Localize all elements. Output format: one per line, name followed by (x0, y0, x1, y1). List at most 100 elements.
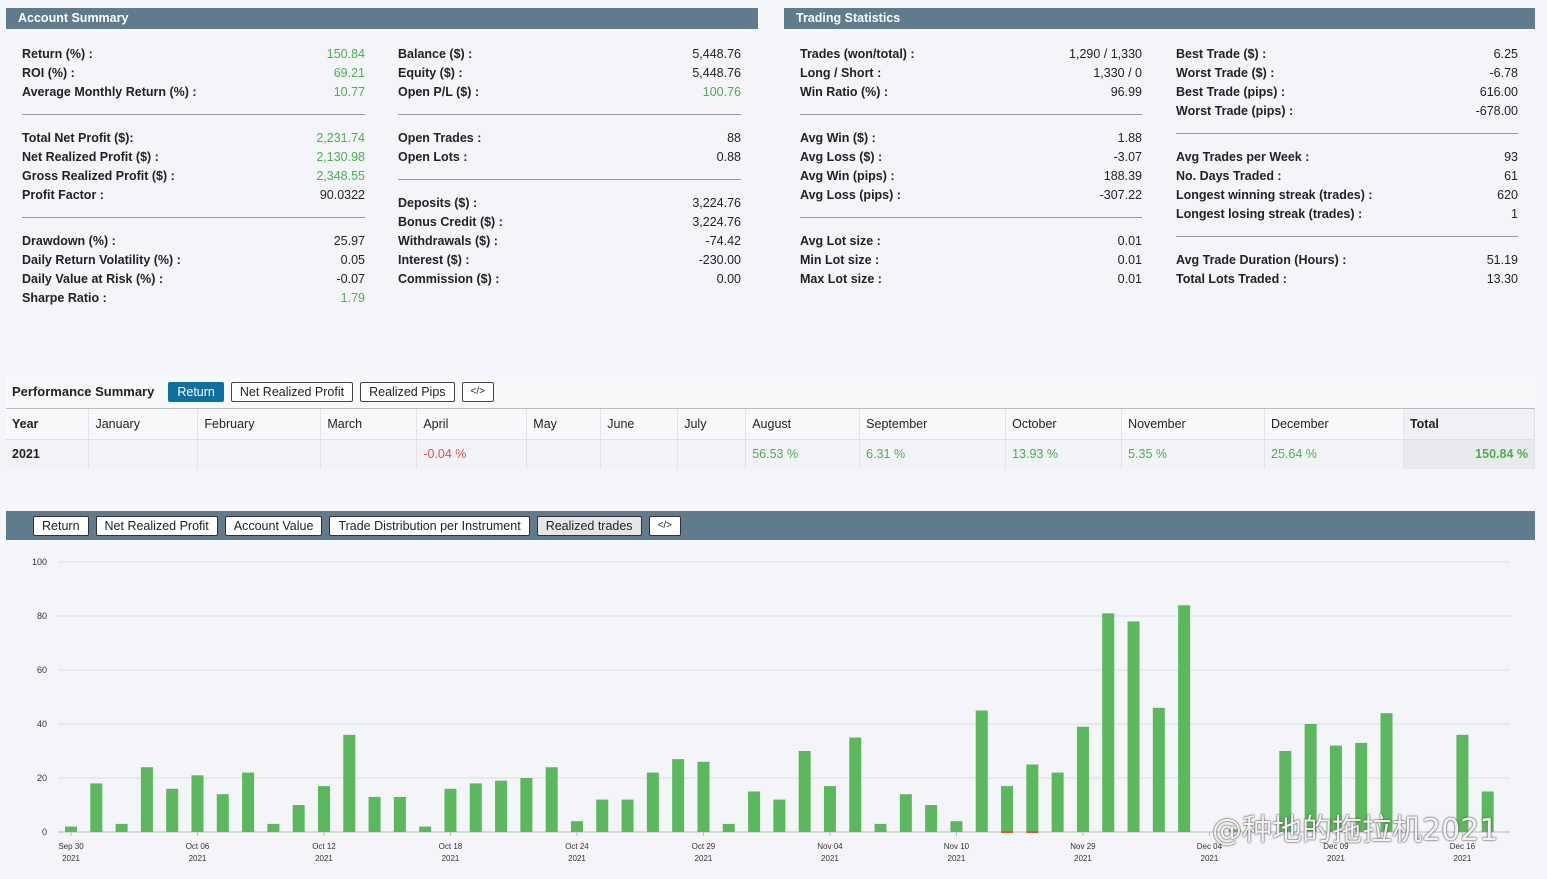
chart-bar[interactable] (975, 710, 988, 833)
chart-tab-account-value[interactable]: Account Value (224, 515, 323, 536)
stat-label: Worst Trade (pips) : (1176, 104, 1294, 118)
stat-row: Sharpe Ratio : 1.79 (22, 289, 365, 308)
chart-bar[interactable] (368, 796, 381, 832)
chart-bar[interactable] (1178, 605, 1191, 832)
column-header: February (197, 409, 322, 440)
chart-bar[interactable] (1026, 764, 1039, 833)
chart-bar[interactable] (115, 823, 128, 832)
chart-bar[interactable] (1127, 621, 1140, 832)
stat-value: 1 (1511, 207, 1518, 221)
chart-bar[interactable] (1228, 829, 1241, 832)
chart-bar[interactable] (1152, 707, 1165, 832)
stat-label: Win Ratio (%) : (800, 85, 889, 99)
stat-value: 0.01 (1117, 272, 1142, 286)
chart-tab-trade-distribution[interactable]: Trade Distribution per Instrument (329, 515, 530, 536)
chart-bar[interactable] (166, 788, 179, 832)
chart-bar[interactable] (899, 794, 912, 832)
chart-bar[interactable] (823, 786, 836, 832)
divider (1176, 133, 1518, 134)
chart-bar[interactable] (1001, 786, 1014, 832)
x-tick-year: 2021 (821, 854, 839, 863)
perf-embed-code-button[interactable]: </> (461, 381, 494, 402)
chart-bar[interactable] (140, 767, 153, 832)
chart-bar[interactable] (570, 821, 583, 832)
chart-bar[interactable] (65, 826, 77, 832)
stat-label: Longest losing streak (trades) : (1176, 207, 1363, 221)
chart-bar[interactable] (419, 826, 432, 832)
trading-statistics-col1: Trades (won/total) : 1,290 / 1,330 Long / … (800, 45, 1142, 289)
chart-bar[interactable] (646, 772, 659, 832)
chart-bar[interactable] (596, 799, 609, 832)
chart-bar[interactable] (90, 783, 103, 832)
chart-bar[interactable] (1456, 734, 1469, 832)
stat-label: Max Lot size : (800, 272, 882, 286)
trading-statistics-col2: Best Trade ($) : 6.25 Worst Trade ($) : -6.… (1176, 45, 1518, 289)
y-tick-label: 0 (42, 827, 47, 837)
chart-bar-negative[interactable] (1001, 831, 1014, 833)
chart-bar[interactable] (874, 823, 887, 832)
chart-bar[interactable] (317, 786, 330, 832)
x-tick-label: Oct 06 (186, 842, 210, 851)
chart-bar[interactable] (242, 772, 255, 832)
chart-bar[interactable] (469, 783, 482, 832)
chart-bar[interactable] (444, 788, 457, 832)
chart-bar[interactable] (1481, 791, 1494, 833)
chart-bar[interactable] (343, 734, 356, 832)
perf-tab-realized-pips[interactable]: Realized Pips (360, 381, 455, 402)
chart-bar[interactable] (722, 823, 735, 832)
chart-bar[interactable] (748, 791, 761, 833)
chart-bar[interactable] (292, 805, 305, 832)
trading-statistics-title: Trading Statistics (796, 11, 901, 25)
chart-bar[interactable] (495, 780, 508, 832)
stat-value: 1,290 / 1,330 (1069, 47, 1142, 61)
stat-row: Worst Trade (pips) : -678.00 (1176, 102, 1518, 121)
column-header: August (745, 409, 861, 440)
chart-bar[interactable] (925, 805, 938, 832)
chart-bar[interactable] (216, 794, 229, 832)
month-cell: 25.64 % (1264, 439, 1404, 469)
divider (398, 179, 741, 180)
chart-bar[interactable] (1102, 613, 1115, 832)
stat-row: Net Realized Profit ($) : 2,130.98 (22, 148, 365, 167)
chart-bar-negative[interactable] (1026, 831, 1039, 833)
chart-bar[interactable] (1355, 742, 1368, 832)
chart-embed-code-button[interactable]: </> (648, 515, 682, 536)
stat-row: Daily Return Volatility (%) : 0.05 (22, 251, 365, 270)
chart-tab-return[interactable]: Return (33, 515, 89, 536)
chart-bar[interactable] (520, 778, 533, 832)
chart-bar[interactable] (1304, 724, 1317, 832)
chart-bar[interactable] (672, 759, 685, 832)
x-tick-label: Oct 18 (439, 842, 463, 851)
stat-row: Deposits ($) : 3,224.76 (398, 194, 741, 213)
chart-bar[interactable] (393, 796, 406, 832)
chart-bar[interactable] (1329, 745, 1342, 832)
chart-tab-realized-trades[interactable]: Realized trades (536, 515, 642, 536)
chart-bar[interactable] (267, 823, 280, 832)
stat-row: Equity ($) : 5,448.76 (398, 64, 741, 83)
chart-bar[interactable] (191, 775, 204, 832)
stat-row: Longest losing streak (trades) : 1 (1176, 205, 1518, 224)
stat-value: 1.88 (1117, 131, 1142, 145)
chart-bar[interactable] (697, 761, 710, 832)
chart-bar[interactable] (545, 767, 558, 832)
chart-bar[interactable] (950, 821, 963, 832)
perf-tab-net-realized-profit[interactable]: Net Realized Profit (230, 381, 354, 402)
perf-tab-return[interactable]: Return (168, 381, 224, 402)
chart-bar[interactable] (1051, 772, 1064, 832)
chart-bar[interactable] (621, 799, 634, 832)
chart-tab-net-realized-profit[interactable]: Net Realized Profit (95, 515, 218, 536)
x-tick-year: 2021 (315, 854, 333, 863)
chart-bar[interactable] (798, 751, 811, 832)
stat-value: 51.19 (1486, 253, 1518, 267)
x-tick-year: 2021 (189, 854, 207, 863)
stat-label: Drawdown (%) : (22, 234, 116, 248)
stat-label: Withdrawals ($) : (398, 234, 498, 248)
chart-bar[interactable] (849, 737, 862, 833)
x-tick-label: Dec 04 (1197, 842, 1223, 851)
stat-value: 61 (1504, 169, 1518, 183)
account-summary-col2: Balance ($) : 5,448.76 Equity ($) : 5,448.7… (398, 45, 741, 289)
chart-bar[interactable] (1380, 713, 1393, 832)
chart-bar[interactable] (773, 799, 786, 832)
chart-bar[interactable] (1279, 751, 1292, 832)
chart-bar[interactable] (1076, 726, 1089, 832)
